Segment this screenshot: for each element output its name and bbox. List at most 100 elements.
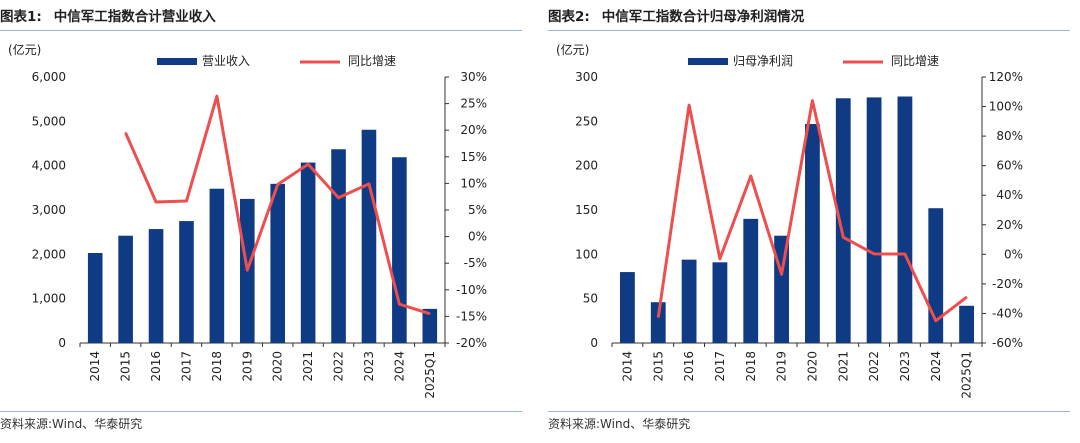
bar-2016 [681,259,697,343]
y-tick-label-right: -40% [992,306,1023,320]
growth-point-2020 [276,183,279,186]
bar-2025Q1 [959,305,974,343]
y-tick-label-left: 100 [575,247,598,261]
x-tick-label: 2023 [898,351,912,382]
bar-2014 [620,272,635,343]
bar-2022 [331,149,346,343]
legend-label-bar: 营业收入 [202,54,250,68]
growth-point-2025Q1 [428,312,431,315]
y-tick-label-left: 5,000 [32,114,66,128]
x-tick-label: 2018 [210,351,224,382]
y-axis-unit-label: (亿元) [556,42,589,57]
growth-point-2018 [749,175,752,177]
y-tick-label-left: 200 [575,159,598,173]
y-tick-label-right: 60% [996,159,1023,173]
figure-title-text: 中信军工指数合计归母净利润情况 [601,9,805,25]
x-tick-label: 2015 [119,351,133,382]
x-tick-label: 2016 [682,351,696,382]
y-tick-label-right: 0% [468,230,487,244]
legend-label-line: 同比增速 [348,54,396,68]
y-tick-label-right: -10% [456,283,487,297]
source-note: 资料来源:Wind、华泰研究 [548,417,691,431]
bar-2017 [712,262,728,343]
y-tick-label-left: 250 [575,114,598,128]
bar-2016 [148,229,164,343]
y-tick-label-right: 15% [460,150,487,164]
x-tick-label: 2018 [744,351,758,382]
bar-2023 [361,129,377,343]
bar-2024 [928,208,944,343]
bar-2018 [209,188,225,343]
y-tick-label-right: 100% [989,100,1023,114]
y-tick-label-right: 30% [460,70,487,84]
bar-2021 [300,162,316,343]
x-tick-label: 2024 [929,351,943,382]
y-tick-label-right: 120% [989,70,1023,84]
x-tick-label: 2016 [149,351,163,382]
bar-2025Q1 [422,308,438,343]
growth-point-2021 [842,236,845,239]
x-tick-label: 2019 [775,351,789,382]
source-note: 资料来源:Wind、华泰研究 [0,417,143,431]
y-tick-label-left: 0 [58,336,66,350]
x-tick-label: 2022 [867,351,881,382]
y-tick-label-right: -20% [992,277,1023,291]
y-tick-label-right: -60% [992,336,1023,350]
growth-point-2017 [719,257,721,260]
y-tick-label-right: 20% [460,123,487,137]
growth-point-2021 [307,163,309,166]
x-tick-label: 2024 [392,351,406,382]
x-tick-label: 2014 [88,351,102,382]
legend-swatch-bar [688,58,728,65]
growth-point-2022 [873,253,875,255]
growth-point-2015 [124,132,127,134]
bar-2017 [179,221,194,343]
y-tick-label-right: 10% [460,176,487,190]
bar-2020 [805,123,820,343]
legend-swatch-bar [157,58,197,65]
bar-2014 [87,253,103,343]
growth-point-2024 [934,320,937,322]
x-tick-label: 2021 [301,351,315,382]
growth-point-2023 [368,183,370,185]
growth-point-2019 [780,273,783,276]
x-tick-label: 2025Q1 [960,351,974,399]
bar-2018 [743,218,759,343]
y-tick-label-right: -20% [456,336,487,350]
growth-point-2023 [904,253,906,255]
x-tick-label: 2014 [620,351,634,382]
growth-point-2016 [155,201,157,203]
y-tick-label-left: 50 [583,292,598,306]
y-tick-label-left: 0 [590,336,598,350]
y-axis-unit-label: (亿元) [8,42,41,57]
figure-revenue: 图表1: 中信军工指数合计营业收入 (亿元) 营业收入 同比增速 0 1,000 2,000… [0,0,522,443]
bar-2023 [897,96,913,343]
y-tick-label-left: 150 [575,203,598,217]
x-tick-label: 2022 [332,351,346,382]
y-tick-label-right: 5% [468,203,487,217]
net-profit-chart: (亿元) 归母净利润 同比增速 0 50 100 150 200 250 300 -60% -40% -… [556,42,1023,399]
growth-point-2020 [811,99,814,102]
bar-2015 [118,235,133,343]
x-tick-label: 2020 [805,351,819,382]
x-tick-label: 2017 [713,351,727,382]
growth-point-2015 [657,316,660,318]
title-rule [548,30,1070,31]
source-rule [0,411,522,412]
y-tick-label-right: 0% [1004,247,1023,261]
growth-point-2019 [246,269,249,271]
legend-label-line: 同比增速 [891,54,939,68]
x-tick-label: 2023 [362,351,376,382]
y-tick-label-left: 3,000 [32,203,66,217]
y-tick-label-right: -15% [456,309,487,323]
figure-net-profit: 图表2: 中信军工指数合计归母净利润情况 (亿元) 归母净利润 同比增速 0 50 100 1… [548,0,1070,443]
growth-point-2025Q1 [965,296,968,298]
figure-title-text: 中信军工指数合计营业收入 [53,9,216,25]
x-tick-label: 2015 [651,351,665,382]
growth-point-2022 [337,196,340,199]
x-tick-label: 2025Q1 [423,351,437,399]
bar-2024 [392,157,407,343]
y-tick-label-right: -5% [464,256,487,270]
figure-title: 图表1: 中信军工指数合计营业收入 [0,6,216,28]
